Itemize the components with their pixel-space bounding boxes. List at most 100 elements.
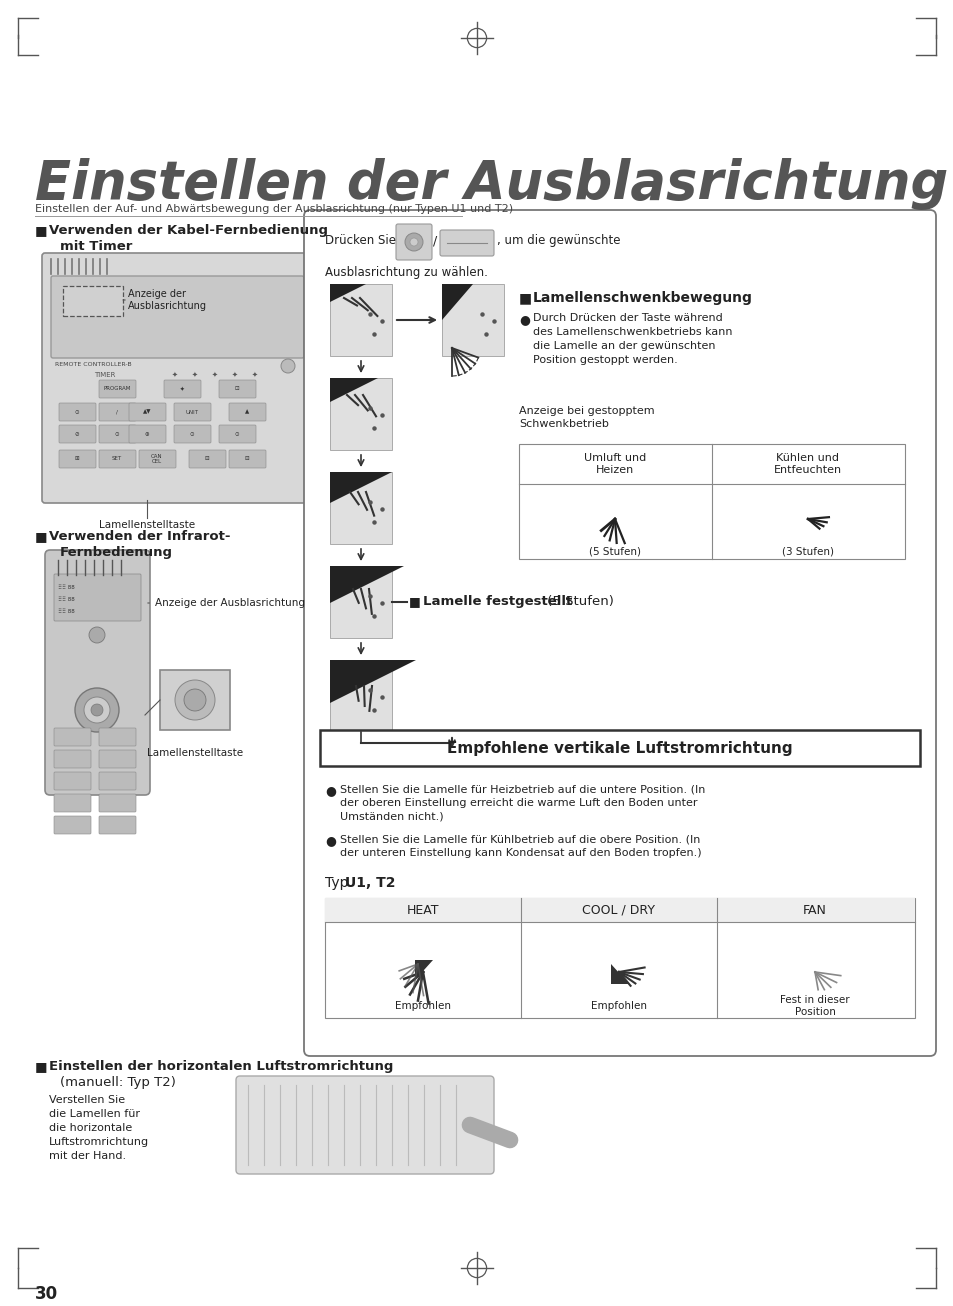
- Text: Umluft und
Heizen: Umluft und Heizen: [583, 453, 645, 475]
- Bar: [330, 377, 392, 451]
- Text: ▲▼: ▲▼: [143, 410, 152, 414]
- Polygon shape: [610, 964, 628, 983]
- Text: Fernbedienung: Fernbedienung: [60, 546, 172, 559]
- Circle shape: [91, 704, 103, 716]
- FancyBboxPatch shape: [219, 424, 255, 443]
- FancyBboxPatch shape: [129, 424, 166, 443]
- FancyBboxPatch shape: [99, 816, 136, 835]
- Text: HEAT: HEAT: [406, 904, 438, 917]
- Text: Lamellenschwenkbewegung: Lamellenschwenkbewegung: [533, 291, 752, 306]
- Text: FAN: FAN: [802, 904, 826, 917]
- Text: Fest in dieser
Position: Fest in dieser Position: [780, 995, 849, 1017]
- Text: REMOTE CONTROLLER-B: REMOTE CONTROLLER-B: [55, 362, 132, 367]
- FancyBboxPatch shape: [45, 550, 150, 795]
- Text: (5 Stufen): (5 Stufen): [588, 546, 640, 556]
- Text: Anzeige der
Ausblasrichtung: Anzeige der Ausblasrichtung: [123, 289, 207, 311]
- Text: ⠿⠿ 88: ⠿⠿ 88: [58, 585, 74, 590]
- Circle shape: [84, 697, 110, 724]
- FancyBboxPatch shape: [59, 451, 96, 468]
- FancyBboxPatch shape: [139, 451, 175, 468]
- FancyBboxPatch shape: [99, 404, 136, 421]
- Text: ✦: ✦: [179, 387, 184, 392]
- Bar: [330, 660, 392, 731]
- Text: (3 Stufen): (3 Stufen): [781, 546, 833, 556]
- FancyBboxPatch shape: [173, 424, 211, 443]
- FancyBboxPatch shape: [129, 404, 166, 421]
- Text: ⊙: ⊙: [190, 431, 194, 436]
- Bar: [63, 286, 123, 316]
- FancyBboxPatch shape: [54, 794, 91, 812]
- Text: Stellen Sie die Lamelle für Heizbetrieb auf die untere Position. (In
der oberen : Stellen Sie die Lamelle für Heizbetrieb …: [339, 784, 704, 821]
- Text: Einstellen der horizontalen Luftstromrichtung: Einstellen der horizontalen Luftstromric…: [49, 1060, 393, 1074]
- FancyBboxPatch shape: [304, 210, 935, 1057]
- Circle shape: [184, 690, 206, 710]
- FancyBboxPatch shape: [54, 816, 91, 835]
- Bar: [325, 899, 914, 1017]
- Text: Ausblasrichtung zu wählen.: Ausblasrichtung zu wählen.: [325, 266, 487, 279]
- FancyBboxPatch shape: [189, 451, 226, 468]
- Text: Anzeige der Ausblasrichtung: Anzeige der Ausblasrichtung: [148, 598, 305, 609]
- FancyBboxPatch shape: [395, 225, 432, 260]
- Bar: [441, 283, 503, 357]
- FancyBboxPatch shape: [173, 404, 211, 421]
- FancyBboxPatch shape: [219, 380, 255, 398]
- Polygon shape: [330, 283, 366, 302]
- Text: ⊟: ⊟: [244, 457, 249, 461]
- Circle shape: [410, 238, 417, 246]
- Text: Drücken Sie: Drücken Sie: [325, 234, 395, 247]
- Polygon shape: [330, 471, 392, 503]
- Text: ⊞: ⊞: [74, 457, 79, 461]
- Bar: [330, 471, 392, 545]
- FancyBboxPatch shape: [99, 451, 136, 468]
- Text: PROGRAM: PROGRAM: [103, 387, 131, 392]
- Text: (manuell: Typ T2): (manuell: Typ T2): [60, 1076, 175, 1089]
- Text: ✦: ✦: [252, 372, 257, 377]
- Text: ⊕: ⊕: [145, 431, 150, 436]
- Text: Einstellen der Ausblasrichtung: Einstellen der Ausblasrichtung: [35, 158, 947, 210]
- FancyBboxPatch shape: [99, 772, 136, 790]
- Text: ■: ■: [35, 530, 48, 543]
- Text: Lamellenstelltaste: Lamellenstelltaste: [99, 520, 194, 530]
- Polygon shape: [330, 565, 403, 603]
- Text: Stellen Sie die Lamelle für Kühlbetrieb auf die obere Position. (In
der unteren : Stellen Sie die Lamelle für Kühlbetrieb …: [339, 835, 700, 858]
- Polygon shape: [415, 960, 433, 980]
- FancyBboxPatch shape: [229, 404, 266, 421]
- Text: ✦: ✦: [192, 372, 197, 377]
- Bar: [325, 899, 914, 922]
- Text: ⠿⠿ 88: ⠿⠿ 88: [58, 609, 74, 614]
- Text: ⊡: ⊡: [234, 387, 239, 392]
- FancyBboxPatch shape: [439, 230, 494, 256]
- Polygon shape: [330, 660, 416, 703]
- Text: ■: ■: [35, 225, 48, 236]
- Text: Empfohlene vertikale Luftstromrichtung: Empfohlene vertikale Luftstromrichtung: [447, 741, 792, 755]
- Text: TIMER: TIMER: [94, 372, 115, 377]
- FancyBboxPatch shape: [59, 424, 96, 443]
- Text: ●: ●: [325, 835, 335, 848]
- Text: ⊙: ⊙: [234, 431, 239, 436]
- Text: Einstellen der Auf- und Abwärtsbewegung der Ausblasrichtung (nur Typen U1 und T2: Einstellen der Auf- und Abwärtsbewegung …: [35, 204, 513, 214]
- Text: ✦: ✦: [172, 372, 178, 377]
- FancyBboxPatch shape: [42, 253, 313, 503]
- Text: ●: ●: [325, 784, 335, 797]
- Circle shape: [89, 627, 105, 643]
- Text: ⠿⠿ 88: ⠿⠿ 88: [58, 597, 74, 602]
- Text: COOL / DRY: COOL / DRY: [582, 904, 655, 917]
- Text: Verwenden der Kabel-Fernbedienung: Verwenden der Kabel-Fernbedienung: [49, 225, 328, 236]
- Text: UNIT: UNIT: [185, 410, 198, 414]
- Text: U1, T2: U1, T2: [345, 876, 395, 889]
- FancyBboxPatch shape: [99, 750, 136, 768]
- Text: mit Timer: mit Timer: [60, 240, 132, 253]
- Text: ⊟: ⊟: [205, 457, 209, 461]
- Text: ■: ■: [409, 596, 420, 609]
- Bar: [330, 283, 392, 357]
- FancyBboxPatch shape: [99, 380, 136, 398]
- Text: ⊙: ⊙: [114, 431, 119, 436]
- Text: ✦: ✦: [232, 372, 237, 377]
- Text: ▲: ▲: [245, 410, 249, 414]
- Text: Verstellen Sie
die Lamellen für
die horizontale
Luftstromrichtung
mit der Hand.: Verstellen Sie die Lamellen für die hori…: [49, 1094, 149, 1161]
- Text: Anzeige bei gestopptem
Schwenkbetrieb: Anzeige bei gestopptem Schwenkbetrieb: [518, 406, 654, 430]
- Text: ■: ■: [35, 1060, 48, 1074]
- FancyBboxPatch shape: [99, 727, 136, 746]
- Polygon shape: [441, 283, 473, 320]
- Text: Lamelle festgestellt: Lamelle festgestellt: [422, 596, 572, 609]
